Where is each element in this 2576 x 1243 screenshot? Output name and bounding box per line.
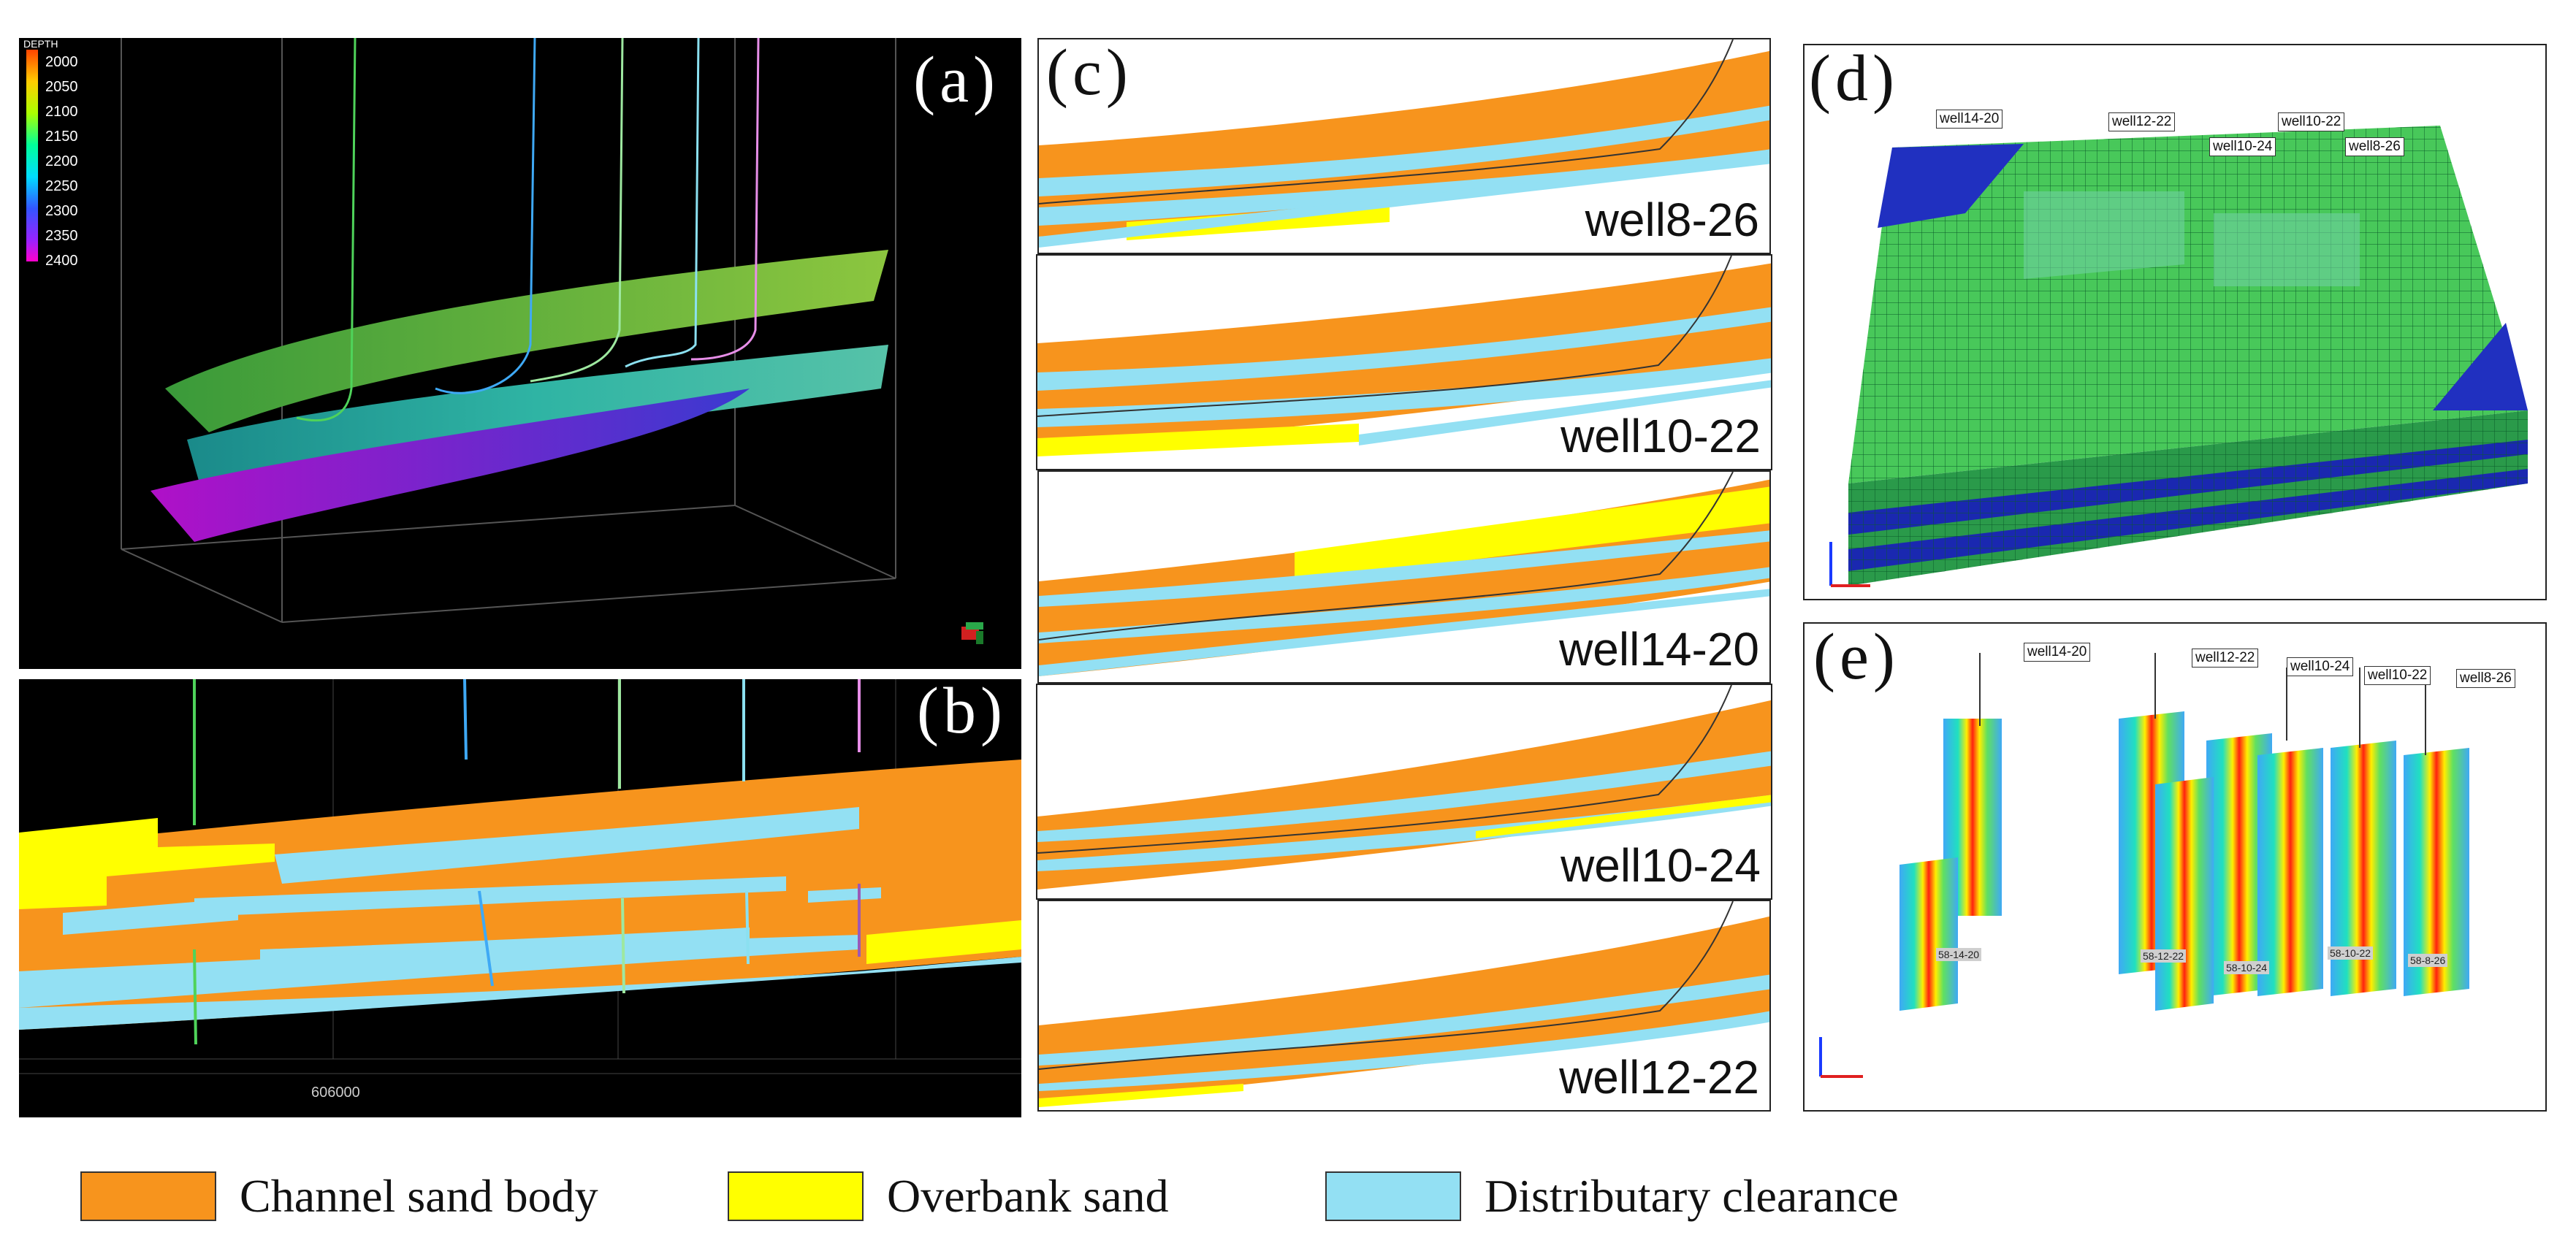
distributary-clearance	[275, 807, 859, 884]
section-well8-26: (c) well8-26	[1037, 38, 1771, 254]
colorbar-title: DEPTH	[23, 38, 58, 50]
bottom-surface	[150, 389, 750, 542]
top-surface	[165, 250, 888, 432]
legend-swatch	[728, 1171, 864, 1221]
legend: Channel sand body Overbank sand Distribu…	[0, 1161, 2576, 1234]
panel-e-well-blocks	[1819, 653, 2469, 1078]
legend-label: Channel sand body	[240, 1170, 598, 1222]
distributary-clearance	[19, 957, 1021, 1030]
panel-a-3d-surfaces	[26, 38, 983, 644]
well-bottom-tag: 58-10-24	[2224, 961, 2270, 974]
distributary-clearance	[194, 876, 786, 917]
colorbar-tick: 2150	[45, 129, 78, 145]
section-well10-22: well10-22	[1036, 254, 1772, 470]
section-image	[1039, 901, 1769, 1107]
section-label: well12-22	[1559, 1051, 1759, 1104]
distributary-clearance	[19, 935, 859, 1008]
axes-icon	[1829, 542, 1870, 587]
well-tag: well8-26	[2456, 669, 2515, 688]
panel-d-label: (d)	[1809, 44, 1899, 115]
panel-e-label: (e)	[1813, 622, 1899, 693]
well-trajectories	[296, 38, 760, 422]
well-traces	[193, 679, 861, 1045]
section-image	[1039, 39, 1769, 248]
section-image	[1039, 472, 1769, 676]
well-bottom-tag: 58-14-20	[1936, 948, 1982, 961]
section-label: well8-26	[1585, 194, 1759, 246]
legend-item-clearance: Distributary clearance	[1325, 1167, 1899, 1225]
legend-label: Distributary clearance	[1485, 1170, 1899, 1222]
well-bottom-tag: 58-10-22	[2328, 946, 2374, 960]
well-tag: well14-20	[2024, 643, 2091, 662]
orientation-cube-icon	[961, 622, 983, 644]
well-tag: well10-24	[2287, 657, 2354, 676]
section-image	[1037, 685, 1771, 890]
well-tag: well8-26	[2345, 137, 2404, 156]
panel-d-grid-model	[1829, 126, 2528, 587]
colorbar-tick: 2000	[45, 54, 78, 70]
well-lines	[1979, 653, 2426, 755]
well-tag: well12-22	[2192, 649, 2259, 668]
legend-swatch	[80, 1171, 216, 1221]
section-well10-24: well10-24	[1036, 684, 1772, 900]
well-property-blocks	[1899, 711, 2469, 1011]
well-tag: well10-24	[2209, 137, 2276, 156]
legend-item-overbank: Overbank sand	[728, 1167, 1169, 1225]
x-axis-tick: 606000	[311, 1085, 360, 1101]
panel-b: 606000 (b)	[19, 679, 1021, 1117]
colorbar-tick: 2250	[45, 178, 78, 194]
colorbar-tick: 2400	[45, 253, 78, 269]
colorbar-tick: 2200	[45, 153, 78, 169]
well-tag: well14-20	[1936, 110, 2003, 129]
well-tag: well10-22	[2364, 666, 2431, 685]
well-tag: well12-22	[2108, 112, 2176, 131]
colorbar-tick: 2100	[45, 104, 78, 120]
legend-label: Overbank sand	[887, 1170, 1169, 1222]
panel-d: (d) well14-20 well12-22 well10-22 well10…	[1803, 44, 2547, 600]
colorbar-tick: 2300	[45, 203, 78, 219]
low-value-zone	[1878, 144, 2024, 228]
distributary-clearance	[63, 898, 238, 935]
section-image	[1037, 256, 1771, 456]
overbank-sand	[19, 818, 275, 909]
overbank-sand	[866, 920, 1021, 964]
legend-swatch	[1325, 1171, 1461, 1221]
panel-a: DEPTH 2000 2050 2100 2150 2200 2250 2300…	[19, 38, 1021, 669]
axis-box	[121, 38, 896, 623]
well-bottom-tag: 58-12-22	[2141, 949, 2187, 963]
section-label: well10-22	[1561, 410, 1761, 462]
well-tag: well10-22	[2278, 112, 2345, 131]
section-label: well14-20	[1559, 623, 1759, 676]
depth-colorbar	[26, 50, 38, 261]
section-well14-20: well14-20	[1037, 470, 1771, 684]
panel-c-label: (c)	[1046, 38, 1132, 109]
colorbar-tick: 2050	[45, 79, 78, 95]
panel-a-label: (a)	[913, 44, 999, 116]
panel-e: (e) well14-20 well12-22 well10-24 well10…	[1803, 622, 2547, 1112]
axes-icon	[1819, 1037, 1863, 1078]
section-label: well10-24	[1561, 839, 1761, 892]
colorbar-tick: 2350	[45, 228, 78, 244]
panel-c: (c) well8-26 well10-22 well14-20	[1036, 38, 1774, 1112]
panel-b-section	[19, 679, 1021, 1074]
well-bottom-tag: 58-8-26	[2408, 954, 2448, 967]
section-well12-22: well12-22	[1037, 900, 1771, 1112]
colorbar-ticks: 2000 2050 2100 2150 2200 2250 2300 2350 …	[42, 54, 101, 273]
legend-item-channel: Channel sand body	[80, 1167, 598, 1225]
distributary-clearance	[808, 887, 881, 903]
panel-b-label: (b)	[917, 679, 1007, 747]
